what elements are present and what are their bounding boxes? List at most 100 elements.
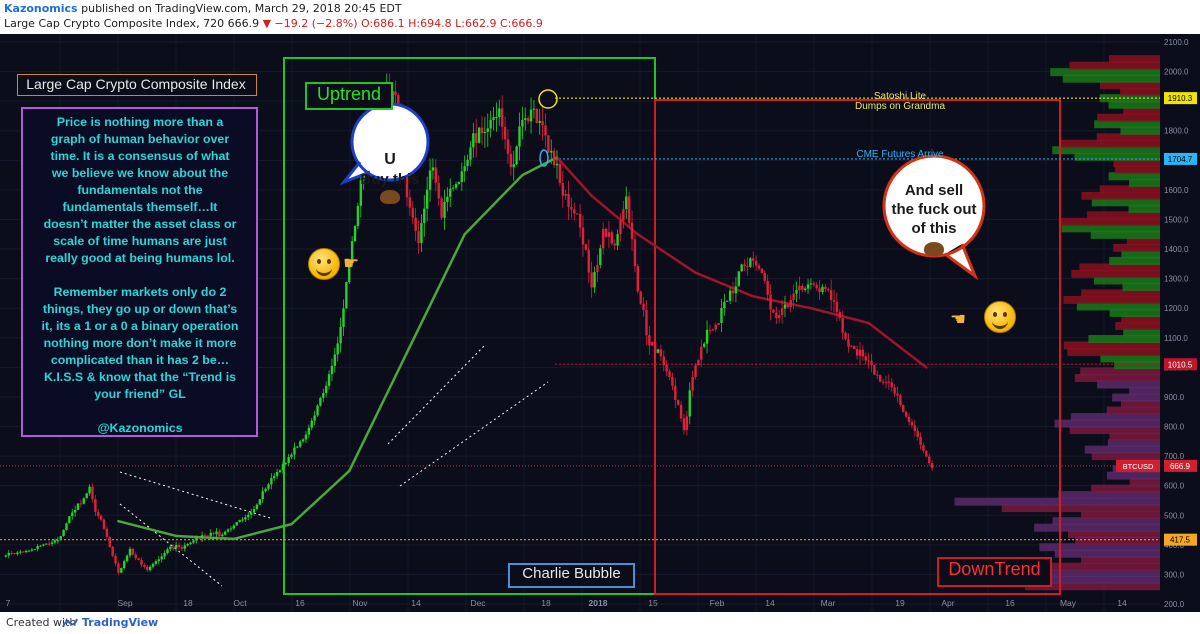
candle-body bbox=[856, 349, 858, 356]
uptrend-label: Uptrend bbox=[305, 84, 393, 105]
candle-body bbox=[132, 549, 134, 555]
commentary-line: K.I.S.S & know that the “Trend is bbox=[26, 369, 254, 386]
x-tick-label: Feb bbox=[710, 598, 725, 608]
candle-body bbox=[91, 487, 93, 500]
candle-body bbox=[925, 451, 927, 457]
candle-body bbox=[313, 415, 315, 420]
candle-body bbox=[700, 347, 702, 360]
x-tick-label: 19 bbox=[895, 598, 905, 608]
candle-body bbox=[446, 197, 448, 202]
candle-body bbox=[888, 382, 890, 383]
candle-body bbox=[723, 302, 725, 308]
candle-body bbox=[204, 535, 206, 536]
candle-body bbox=[715, 325, 717, 330]
commentary-line bbox=[26, 267, 254, 284]
ohlc-values: O:686.1 H:694.8 L:662.9 C:666.9 bbox=[361, 17, 543, 30]
candle-body bbox=[746, 266, 748, 267]
candle-body bbox=[109, 537, 111, 547]
candle-body bbox=[161, 556, 163, 559]
candle-body bbox=[267, 484, 269, 488]
candle-body bbox=[908, 417, 910, 422]
candle-body bbox=[605, 229, 607, 237]
candle-body bbox=[114, 556, 116, 564]
candle-body bbox=[539, 121, 541, 123]
satoshi-line2: Dumps on Grandma bbox=[840, 101, 960, 112]
cme-label: CME Futures Arrive bbox=[830, 149, 970, 160]
x-tick-label: 18 bbox=[541, 598, 551, 608]
author-link[interactable]: Kazonomics bbox=[4, 2, 78, 15]
candle-body bbox=[463, 166, 465, 171]
candle-body bbox=[850, 346, 852, 347]
candle-body bbox=[657, 349, 659, 353]
candle-body bbox=[616, 234, 618, 245]
candle-body bbox=[919, 437, 921, 445]
candle-body bbox=[536, 109, 538, 123]
candle-body bbox=[677, 400, 679, 405]
candle-body bbox=[478, 128, 480, 143]
candle-body bbox=[807, 284, 809, 288]
candle-body bbox=[697, 360, 699, 366]
symbol-title[interactable]: Large Cap Crypto Composite Index bbox=[4, 17, 196, 30]
candle-body bbox=[521, 120, 523, 127]
tradingview-link[interactable]: TradingView bbox=[82, 612, 158, 634]
y-tick-label: 700.0 bbox=[1164, 452, 1185, 461]
x-tick-label: 18 bbox=[183, 598, 193, 608]
price-tag-label: 1010.5 bbox=[1168, 360, 1193, 369]
candle-body bbox=[504, 127, 506, 139]
candle-body bbox=[717, 323, 719, 325]
sell-bubble-line3: of this bbox=[884, 220, 984, 237]
candle-body bbox=[885, 382, 887, 383]
buy-bubble-poop-icon bbox=[380, 190, 400, 204]
candle-body bbox=[654, 342, 656, 353]
candle-body bbox=[192, 541, 194, 543]
candle-body bbox=[331, 366, 333, 374]
candle-body bbox=[88, 487, 90, 494]
y-tick-label: 1200.0 bbox=[1164, 304, 1189, 313]
candle-body bbox=[749, 258, 751, 266]
candle-body bbox=[625, 196, 627, 209]
smiling-face-icon bbox=[308, 248, 340, 280]
candle-body bbox=[553, 151, 555, 165]
candle-body bbox=[259, 499, 261, 504]
candle-body bbox=[706, 330, 708, 344]
candle-body bbox=[123, 561, 125, 568]
price-tag-label: 417.5 bbox=[1170, 536, 1191, 545]
candle-body bbox=[8, 553, 10, 555]
candle-body bbox=[316, 406, 318, 416]
x-tick-label: 15 bbox=[648, 598, 658, 608]
candle-body bbox=[813, 283, 815, 284]
x-tick-label: Apr bbox=[941, 598, 954, 608]
candle-body bbox=[172, 547, 174, 549]
commentary-line: it, its a 1 or a 0 a binary operation bbox=[26, 318, 254, 335]
candle-body bbox=[740, 264, 742, 271]
candle-body bbox=[22, 552, 24, 553]
candle-body bbox=[729, 291, 731, 301]
candle-body bbox=[74, 510, 76, 513]
candle-body bbox=[83, 498, 85, 503]
candle-body bbox=[253, 509, 255, 512]
candle-body bbox=[77, 503, 79, 510]
y-axis-bg bbox=[1160, 34, 1200, 612]
candle-body bbox=[665, 365, 667, 371]
candle-body bbox=[515, 146, 517, 164]
candle-body bbox=[781, 309, 783, 316]
commentary-line: things, they go up or down that’s bbox=[26, 301, 254, 318]
candle-body bbox=[501, 108, 503, 126]
candle-body bbox=[766, 281, 768, 295]
candle-body bbox=[651, 342, 653, 346]
y-tick-label: 2000.0 bbox=[1164, 68, 1189, 77]
candle-body bbox=[703, 344, 705, 347]
candle-body bbox=[233, 526, 235, 529]
candle-body bbox=[354, 226, 356, 241]
y-tick-label: 300.0 bbox=[1164, 570, 1185, 579]
candle-body bbox=[186, 544, 188, 545]
candle-body bbox=[158, 559, 160, 561]
candle-body bbox=[241, 519, 243, 520]
x-tick-label: 14 bbox=[765, 598, 775, 608]
candle-body bbox=[547, 135, 549, 152]
candle-body bbox=[674, 386, 676, 400]
candle-body bbox=[691, 377, 693, 390]
candle-body bbox=[720, 308, 722, 323]
candle-body bbox=[440, 198, 442, 217]
x-tick-label: 16 bbox=[295, 598, 305, 608]
